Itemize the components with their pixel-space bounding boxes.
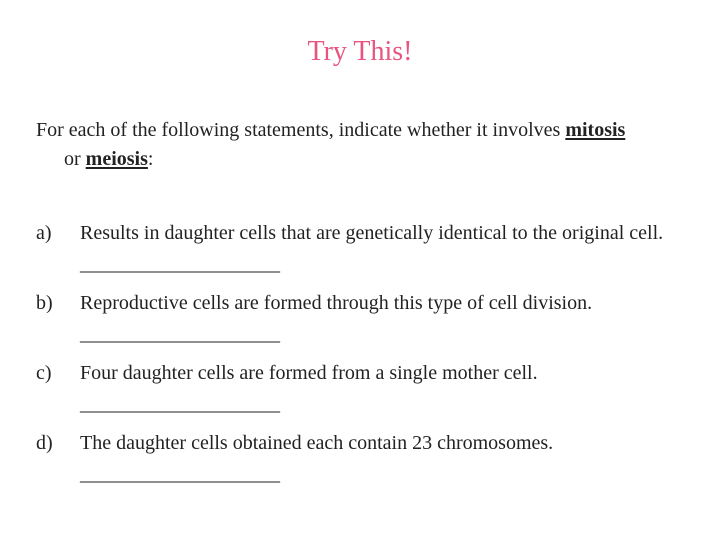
question-text: The daughter cells obtained each contain…	[80, 432, 553, 454]
question-list: a) Results in daughter cells that are ge…	[36, 218, 684, 490]
question-a: a) Results in daughter cells that are ge…	[36, 218, 684, 280]
answer-blank: ____________________	[80, 253, 280, 275]
answer-blank: ____________________	[80, 463, 280, 485]
keyword-mitosis: mitosis	[565, 119, 625, 141]
answer-blank: ____________________	[80, 323, 280, 345]
question-c: c) Four daughter cells are formed from a…	[36, 358, 684, 420]
question-marker: c)	[36, 358, 80, 420]
question-text: Results in daughter cells that are genet…	[80, 222, 663, 244]
intro-mid: or	[64, 148, 86, 170]
answer-blank: ____________________	[80, 393, 280, 415]
question-b: b) Reproductive cells are formed through…	[36, 288, 684, 350]
intro-pre: For each of the following statements, in…	[36, 119, 565, 141]
intro-post: :	[148, 148, 154, 170]
question-text: Four daughter cells are formed from a si…	[80, 362, 538, 384]
intro-paragraph: For each of the following statements, in…	[36, 116, 684, 174]
question-text: Reproductive cells are formed through th…	[80, 292, 592, 314]
page-title: Try This!	[36, 36, 684, 68]
question-d: d) The daughter cells obtained each cont…	[36, 428, 684, 490]
question-marker: b)	[36, 288, 80, 350]
question-marker: d)	[36, 428, 80, 490]
question-marker: a)	[36, 218, 80, 280]
keyword-meiosis: meiosis	[86, 148, 148, 170]
